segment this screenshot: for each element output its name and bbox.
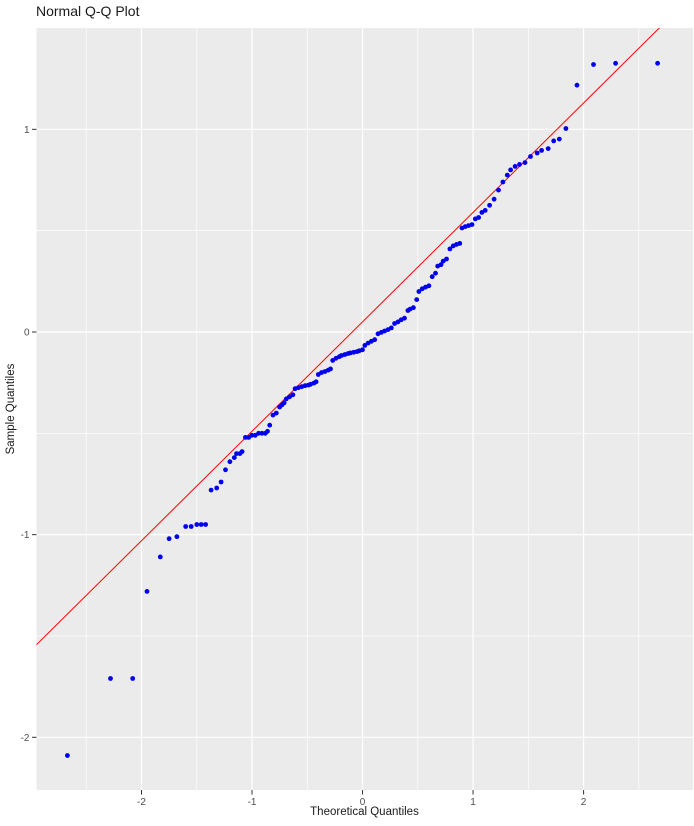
data-point — [198, 522, 204, 527]
data-point — [372, 337, 378, 343]
data-point — [214, 485, 220, 491]
data-point — [545, 146, 551, 152]
data-point — [281, 400, 287, 406]
data-point — [429, 274, 435, 280]
data-point — [130, 676, 136, 681]
data-point — [227, 459, 233, 465]
data-point — [65, 753, 70, 758]
data-point — [487, 202, 492, 208]
x-tick-label: -2 — [137, 797, 146, 808]
y-axis-title: Sample Quantiles — [5, 363, 17, 455]
data-point — [208, 487, 214, 493]
data-point — [388, 325, 394, 331]
data-point — [528, 154, 533, 159]
data-point — [447, 246, 453, 252]
data-point — [411, 305, 416, 311]
data-point — [174, 534, 180, 540]
data-point — [188, 524, 194, 529]
x-tick-label: 1 — [470, 797, 476, 808]
data-points-group — [65, 60, 660, 758]
data-point — [256, 430, 261, 436]
data-point — [457, 241, 463, 246]
data-point — [239, 449, 245, 454]
data-point — [433, 270, 438, 276]
data-point — [166, 536, 172, 542]
panel-background — [36, 28, 693, 790]
data-point — [144, 589, 150, 594]
data-point — [223, 467, 228, 473]
data-point — [360, 347, 365, 353]
data-point — [234, 451, 239, 456]
y-tick-label: 0 — [24, 327, 30, 338]
data-point — [259, 430, 265, 436]
data-point — [508, 167, 513, 173]
data-point — [290, 392, 296, 398]
data-point — [444, 256, 449, 262]
x-tick-label: 2 — [581, 797, 587, 808]
x-axis-title: Theoretical Quantiles — [310, 806, 419, 818]
qq-reference-line — [36, 28, 661, 646]
data-point — [574, 82, 580, 88]
plot-title: Normal Q-Q Plot — [36, 3, 140, 19]
data-point — [402, 315, 407, 321]
data-point — [655, 60, 660, 66]
data-point — [249, 432, 255, 438]
data-point — [591, 62, 596, 67]
data-point — [231, 455, 237, 460]
data-point — [551, 138, 557, 144]
data-point — [183, 524, 189, 529]
data-point — [416, 289, 422, 294]
data-point — [613, 60, 618, 66]
data-point — [469, 222, 475, 228]
data-point — [482, 208, 488, 213]
data-point — [194, 522, 200, 527]
data-point — [267, 422, 273, 428]
data-point — [218, 479, 224, 485]
data-point — [273, 410, 279, 416]
data-point — [438, 262, 444, 268]
data-point — [522, 160, 528, 166]
y-tick-label: -2 — [21, 733, 30, 744]
data-point — [496, 187, 501, 193]
data-point — [563, 126, 569, 131]
y-tick-label: -1 — [21, 530, 30, 541]
data-point — [265, 428, 270, 434]
data-point — [313, 379, 319, 385]
data-point — [108, 676, 113, 681]
data-point — [414, 297, 420, 302]
data-point — [534, 150, 540, 156]
data-point — [328, 366, 333, 372]
data-point — [426, 283, 432, 289]
data-point — [500, 179, 506, 185]
data-point — [476, 215, 481, 220]
data-point — [203, 522, 209, 527]
data-point — [491, 196, 497, 202]
x-tick-label: -1 — [248, 797, 257, 808]
x-tick-label: 0 — [360, 797, 366, 808]
data-point — [504, 172, 510, 178]
data-point — [243, 435, 248, 440]
data-point — [539, 148, 544, 153]
data-point — [556, 136, 562, 142]
data-point — [512, 164, 518, 169]
y-tick-label: 1 — [24, 125, 30, 136]
data-point — [157, 554, 163, 560]
data-point — [517, 162, 522, 167]
